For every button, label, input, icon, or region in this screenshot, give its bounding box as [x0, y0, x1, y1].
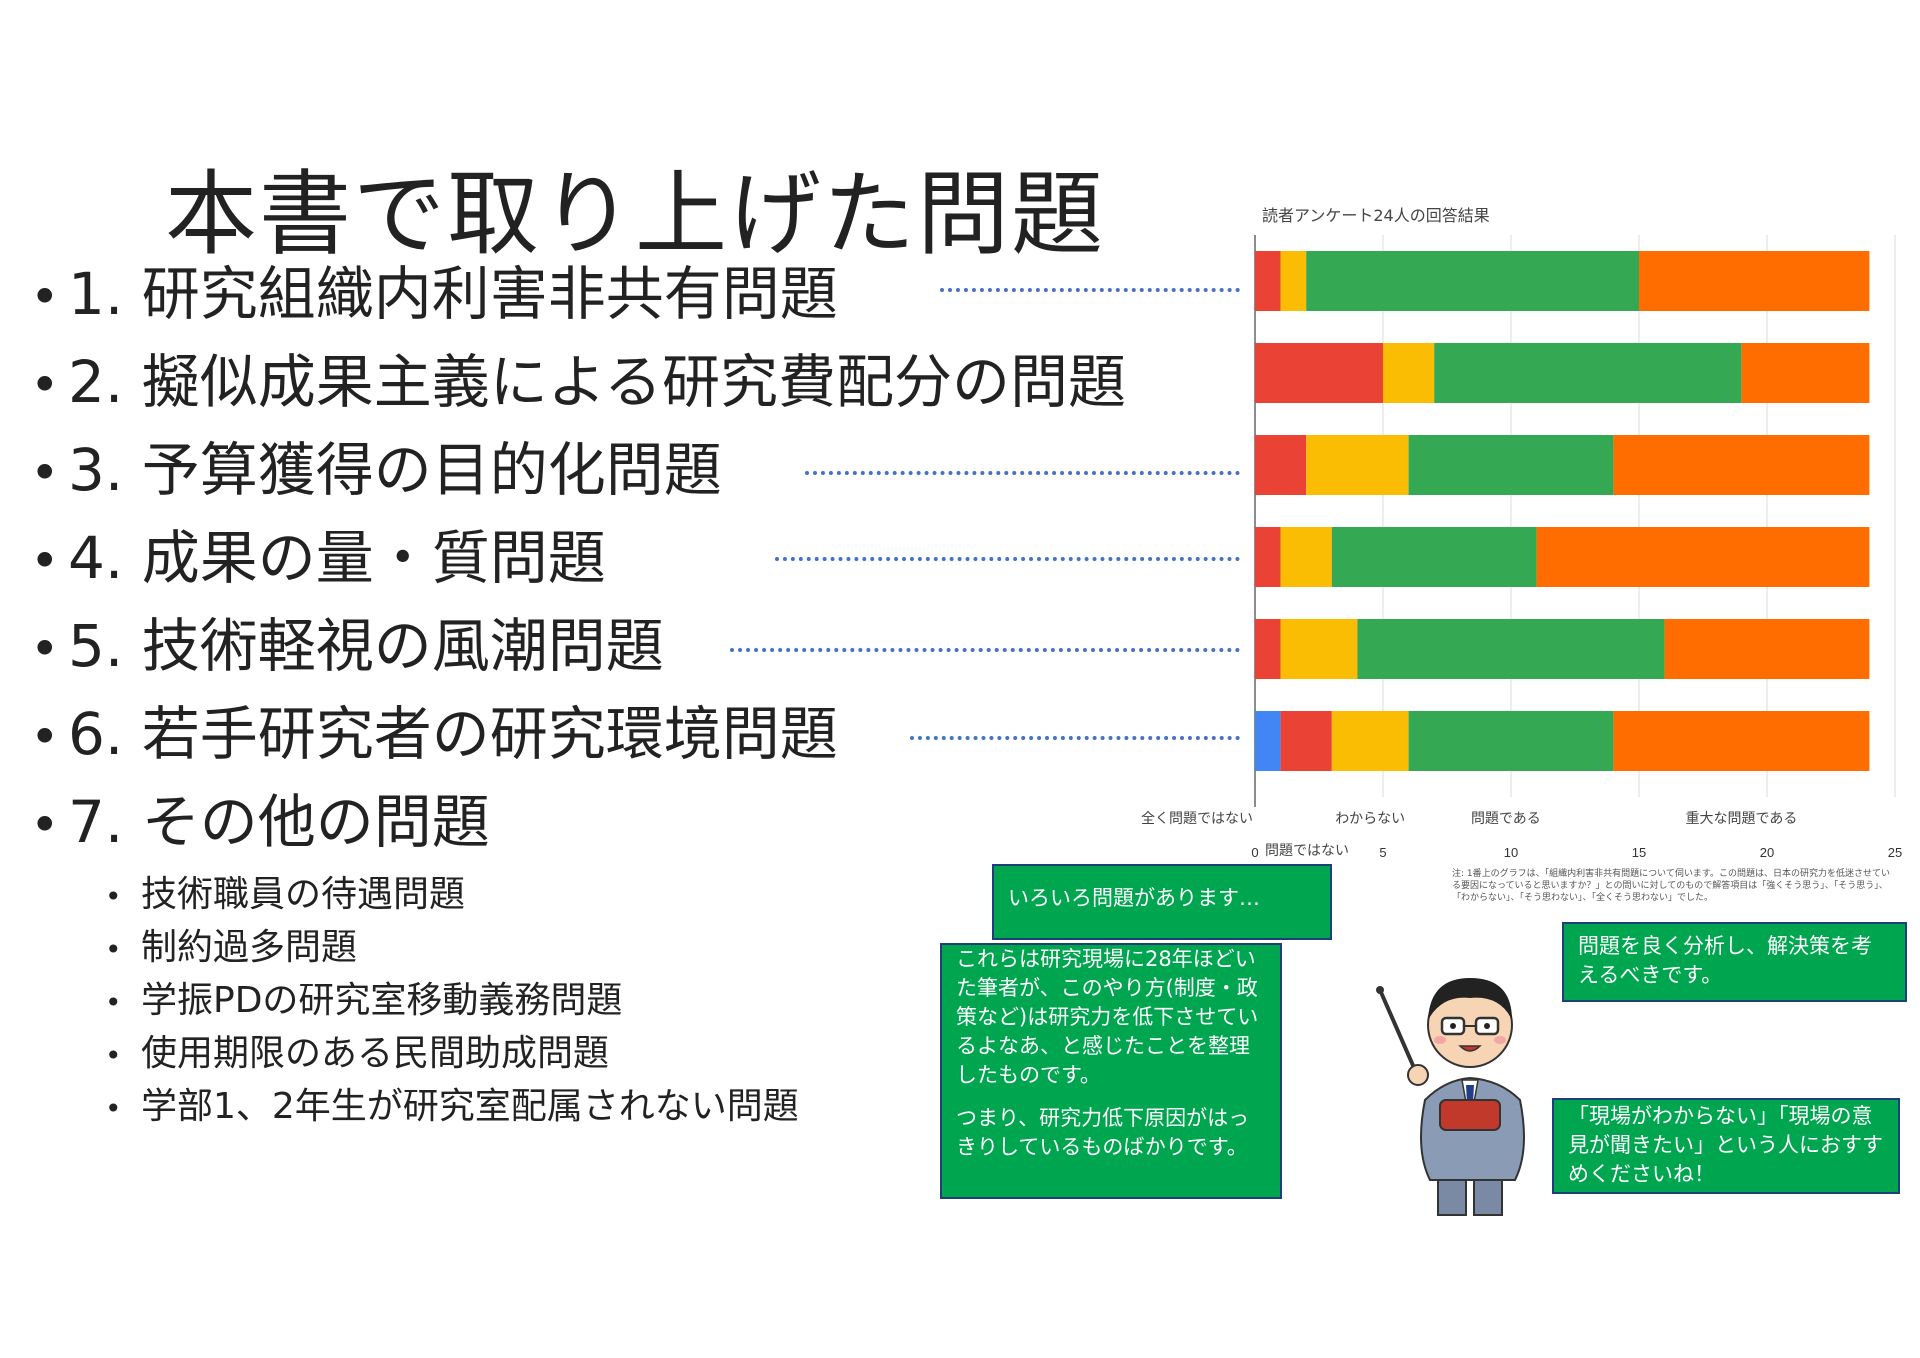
bar-segment [1280, 619, 1358, 679]
sub-problem-item: • 使用期限のある民間助成問題 [105, 1027, 799, 1080]
bubble-left-text-1: これらは研究現場に28年ほどいた筆者が、このやり方(制度・政策など)は研究力を低… [956, 947, 1259, 1087]
bullet: • [30, 708, 60, 766]
bullet: • [30, 444, 60, 502]
bar-segment [1664, 619, 1870, 679]
x-tick-label: 20 [1760, 845, 1774, 860]
problem-label: 7. その他の問題 [68, 788, 490, 856]
bar-segment [1255, 527, 1281, 587]
speech-bubble-left: これらは研究現場に28年ほどいた筆者が、このやり方(制度・政策など)は研究力を低… [940, 943, 1282, 1199]
bar-segment [1408, 711, 1614, 771]
bar-segment [1280, 527, 1332, 587]
bar-segment [1536, 527, 1870, 587]
x-tick-label: 0 [1251, 845, 1258, 860]
problem-label: 2. 擬似成果主義による研究費配分の問題 [68, 348, 1127, 416]
speech-bubble-top: いろいろ問題があります… [992, 864, 1332, 940]
bar-segment [1306, 251, 1639, 311]
sub-problem-item: • 技術職員の待遇問題 [105, 868, 799, 921]
bar-segment [1255, 435, 1307, 495]
bar-segment [1306, 435, 1409, 495]
x-tick-label: 10 [1504, 845, 1518, 860]
connector-line-5 [730, 648, 1240, 652]
bar-segment [1383, 343, 1435, 403]
other-problem-list: • 技術職員の待遇問題 • 制約過多問題 • 学振PDの研究室移動義務問題 • 使用期限… [105, 868, 799, 1133]
problem-label: 4. 成果の量・質問題 [68, 524, 606, 592]
x-tick-label: 5 [1379, 845, 1386, 860]
bullet: • [105, 933, 122, 966]
bar-segment [1331, 527, 1537, 587]
bar-segment [1255, 711, 1281, 771]
bubble-left-text-2: つまり、研究力低下原因がはっきりしているものばかりです。 [956, 1106, 1250, 1159]
connector-line-3 [805, 471, 1240, 475]
legend-label: 重大な問題である [1685, 811, 1797, 827]
bullet: • [30, 532, 60, 590]
bar-segment [1255, 343, 1383, 403]
legend-label: 問題である [1471, 811, 1541, 827]
chart-note: 注: 1番上のグラフは、「組織内利害非共有問題について伺います。この問題は、日本… [1452, 869, 1890, 903]
bar-segment [1613, 435, 1870, 495]
bullet: • [105, 880, 122, 913]
connector-line-6 [910, 736, 1240, 740]
speech-bubble-right-bottom: 「現場がわからない」「現場の意見が聞きたい」という人におすすめくださいね！ [1552, 1098, 1900, 1194]
problem-item-2: • 2. 擬似成果主義による研究費配分の問題 [30, 338, 1126, 426]
bar-segment [1639, 251, 1870, 311]
bar-segment [1613, 711, 1870, 771]
bar-segment [1255, 619, 1281, 679]
bar-segment [1280, 251, 1307, 311]
sub-problem-label: 学部1、2年生が研究室配属されない問題 [141, 1086, 799, 1127]
bullet: • [30, 796, 60, 854]
connector-line-4 [775, 557, 1240, 561]
bullet: • [105, 986, 122, 1019]
problem-item-5: • 5. 技術軽視の風潮問題 [30, 602, 1126, 690]
chart-title: 読者アンケート24人の回答結果 [1262, 206, 1490, 225]
problem-label: 1. 研究組織内利害非共有問題 [68, 260, 838, 328]
connector-line-1 [940, 288, 1240, 292]
bar-segment [1255, 251, 1281, 311]
sub-problem-item: • 学部1、2年生が研究室配属されない問題 [105, 1080, 799, 1133]
main-problem-list: • 1. 研究組織内利害非共有問題 • 2. 擬似成果主義による研究費配分の問題 •… [30, 250, 1126, 866]
legend-label: 全く問題ではない [1141, 810, 1253, 827]
bullet: • [105, 1039, 122, 1072]
problem-item-1: • 1. 研究組織内利害非共有問題 [30, 250, 1126, 338]
bar-segment [1434, 343, 1742, 403]
bar-segment [1357, 619, 1665, 679]
legend-label: 問題ではない [1265, 843, 1349, 859]
bullet: • [30, 268, 60, 326]
x-tick-label: 25 [1888, 845, 1902, 860]
bullet: • [105, 1092, 122, 1125]
problem-label: 5. 技術軽視の風潮問題 [68, 612, 664, 680]
bar-segment [1741, 343, 1870, 403]
bullet: • [30, 356, 60, 414]
sub-problem-item: • 学振PDの研究室移動義務問題 [105, 974, 799, 1027]
x-tick-label: 15 [1632, 845, 1646, 860]
teacher-illustration [1376, 978, 1525, 1216]
bullet: • [30, 620, 60, 678]
bar-segment [1280, 711, 1332, 771]
problem-item-7: • 7. その他の問題 [30, 778, 1126, 866]
problem-item-4: • 4. 成果の量・質問題 [30, 514, 1126, 602]
problem-label: 6. 若手研究者の研究環境問題 [68, 700, 838, 768]
sub-problem-label: 制約過多問題 [141, 927, 358, 968]
problem-item-6: • 6. 若手研究者の研究環境問題 [30, 690, 1126, 778]
bar-segment [1408, 435, 1614, 495]
sub-problem-label: 使用期限のある民間助成問題 [141, 1033, 610, 1074]
speech-bubble-right-top: 問題を良く分析し、解決策を考えるべきです。 [1562, 922, 1907, 1002]
sub-problem-item: • 制約過多問題 [105, 921, 799, 974]
problem-label: 3. 予算獲得の目的化問題 [68, 436, 722, 504]
bar-segment [1331, 711, 1409, 771]
legend-label: わからない [1335, 811, 1405, 827]
problem-item-3: • 3. 予算獲得の目的化問題 [30, 426, 1126, 514]
page-title: 本書で取り上げた問題 [165, 161, 1106, 268]
sub-problem-label: 技術職員の待遇問題 [141, 874, 466, 915]
sub-problem-label: 学振PDの研究室移動義務問題 [141, 980, 623, 1021]
